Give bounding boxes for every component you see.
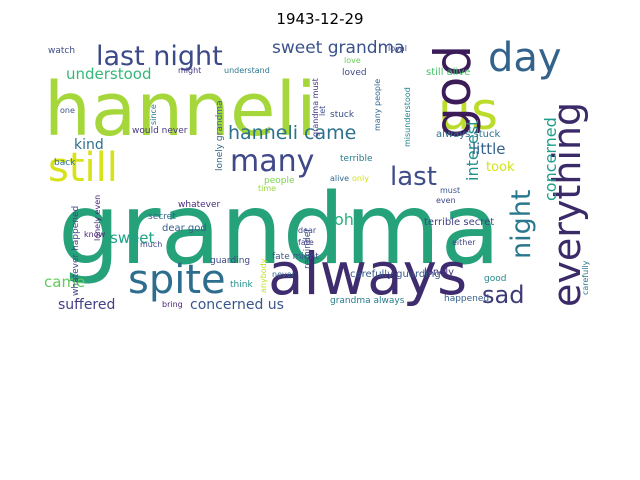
word: hanneli came [228,122,356,144]
word: stuck [330,110,355,120]
word: love [344,56,361,65]
word: watch [48,46,75,56]
word: misunderstood [403,87,412,147]
word: lonely even [93,195,102,241]
word: many [230,144,314,179]
word-cloud: grandma hanneli always us god day spite … [44,35,590,311]
word: people [264,176,295,186]
word: concerned [541,117,560,201]
word: everything [545,102,589,307]
word: let [318,106,327,116]
word: always [268,240,467,308]
word: happened [444,294,489,304]
word: back [54,158,76,168]
word: carefully guarding [350,269,441,280]
word: one [60,106,75,115]
word: us [438,82,498,142]
word: grandma always [330,296,405,306]
word: lonely [424,267,454,278]
word: guarding [210,256,250,266]
word: still alive [426,67,470,78]
word: only [352,174,369,183]
word: bring [162,300,183,309]
word: reminder [303,228,313,269]
word: last [390,162,437,192]
word: god [424,45,482,139]
word: night [506,190,537,259]
word: came [44,273,85,291]
word: fate might [272,252,319,262]
word: alive [330,174,349,183]
word: spite [128,257,226,303]
word: little [472,140,506,158]
word: terrible [340,154,373,164]
word: lonely grandma [215,100,225,171]
word: kind [74,137,104,153]
word: many people [373,79,382,131]
word: terrible secret [424,217,494,228]
word: must [440,186,460,195]
word: much [140,240,162,249]
word: grandma must [311,78,320,137]
word: know [84,230,106,239]
word: loved [342,68,367,78]
word: oh [334,210,354,229]
word: either [452,238,476,247]
word: loyal [388,44,407,53]
word: would never [132,126,188,136]
word: time [258,184,276,193]
page-title: 1943-12-29 [276,10,364,28]
word: grandma [58,173,500,287]
word: might [178,66,201,75]
word: dear [298,226,317,235]
word: interest [463,120,482,181]
word: sad [482,281,524,309]
word: never [272,270,296,279]
word: sweet [110,229,155,247]
word: secret [148,212,176,222]
word: still [48,145,118,191]
word: even [436,196,456,205]
word: suffered [58,297,115,311]
word: good [484,274,506,284]
word: last night [96,41,223,72]
word: dear god [162,223,207,234]
word: whatever happened [71,206,81,296]
word: since [149,104,158,125]
word: sweet grandma [272,38,405,58]
word: carefully [581,260,590,295]
word: understood [66,65,152,83]
word: anybody [259,258,268,293]
word: fate [298,238,314,247]
word: concerned us [190,297,284,311]
word: took [486,160,515,175]
word: always stuck [436,129,500,140]
word: think [230,280,253,290]
word: day [488,35,562,81]
word: hanneli [44,67,317,153]
word: understand [224,66,270,75]
word: whatever [178,200,221,210]
